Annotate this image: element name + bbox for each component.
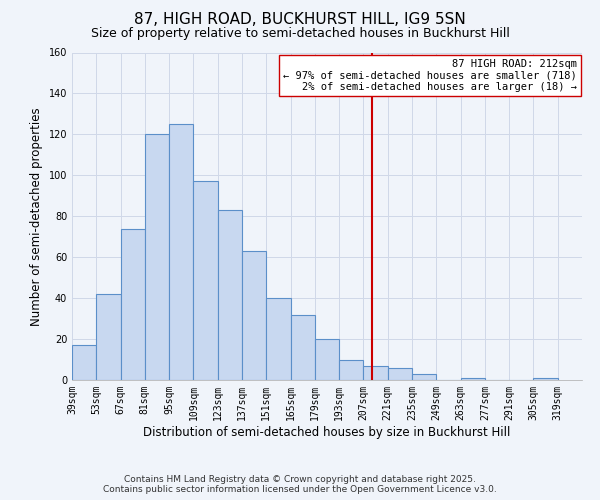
Text: Contains HM Land Registry data © Crown copyright and database right 2025.
Contai: Contains HM Land Registry data © Crown c… (103, 474, 497, 494)
Bar (388, 368, 412, 380)
Text: Size of property relative to semi-detached houses in Buckhurst Hill: Size of property relative to semi-detach… (91, 28, 509, 40)
Bar (218, 210, 242, 380)
Bar (121, 228, 145, 380)
Bar (461, 378, 485, 380)
Bar (533, 378, 558, 380)
Bar (266, 298, 290, 380)
Text: 87 HIGH ROAD: 212sqm
← 97% of semi-detached houses are smaller (718)
2% of semi-: 87 HIGH ROAD: 212sqm ← 97% of semi-detac… (283, 59, 577, 92)
Y-axis label: Number of semi-detached properties: Number of semi-detached properties (30, 107, 43, 326)
Bar (145, 134, 169, 380)
Text: 87, HIGH ROAD, BUCKHURST HILL, IG9 5SN: 87, HIGH ROAD, BUCKHURST HILL, IG9 5SN (134, 12, 466, 28)
Bar (169, 124, 193, 380)
Bar (72, 345, 96, 380)
Bar (96, 294, 121, 380)
Bar (193, 182, 218, 380)
Bar (315, 339, 339, 380)
Bar (364, 366, 388, 380)
Bar (412, 374, 436, 380)
X-axis label: Distribution of semi-detached houses by size in Buckhurst Hill: Distribution of semi-detached houses by … (143, 426, 511, 438)
Bar (242, 251, 266, 380)
Bar (339, 360, 364, 380)
Bar (290, 314, 315, 380)
